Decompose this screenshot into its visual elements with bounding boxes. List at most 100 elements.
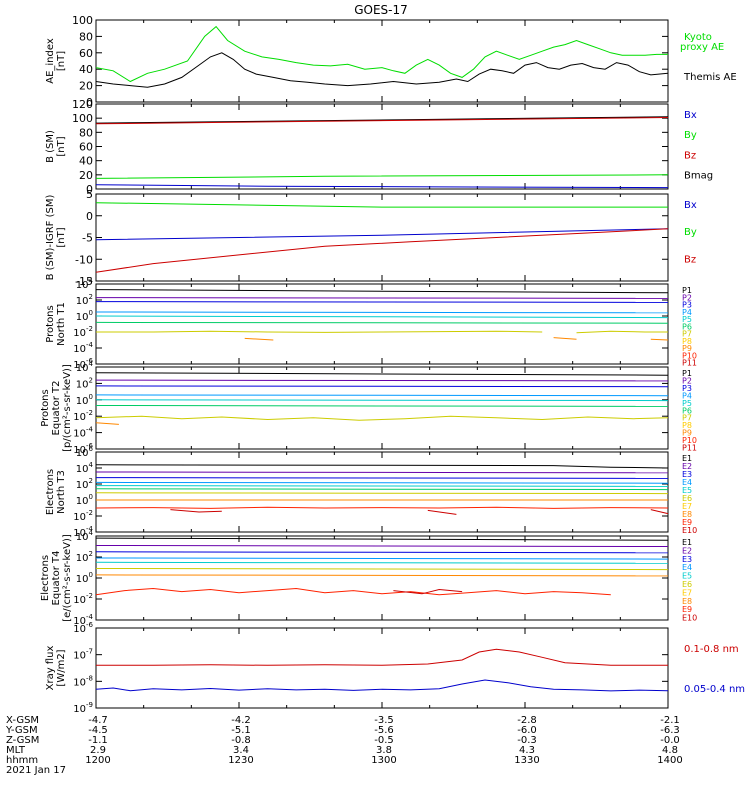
legend-label: P8	[682, 337, 692, 346]
y-tick-label: 10-6	[73, 621, 93, 635]
legend-label: P7	[682, 330, 692, 339]
panel-frame	[95, 283, 669, 365]
series-line	[95, 464, 669, 469]
y-axis-label: Xray flux[W/m2]	[45, 646, 67, 691]
legend-label: E4	[682, 563, 692, 572]
series-line	[244, 337, 274, 341]
series-line	[95, 379, 669, 382]
series-line	[650, 509, 669, 515]
footer-value: -0.0	[660, 735, 680, 746]
series-line	[95, 25, 668, 83]
y-tick-label: 100	[76, 309, 93, 323]
y-tick-label: 106	[76, 445, 94, 459]
footer-value: -4.5	[88, 725, 108, 736]
plot-title: GOES-17	[354, 3, 408, 17]
legend-label: proxy AE	[680, 42, 724, 53]
series-line	[95, 394, 669, 397]
legend-label: E4	[682, 478, 692, 487]
series-line	[576, 330, 668, 334]
y-tick-label: 104	[76, 529, 94, 543]
footer-value: -0.8	[231, 735, 251, 746]
legend-label: P2	[682, 376, 692, 385]
footer-value: 2.9	[90, 745, 106, 756]
series-line	[427, 509, 457, 515]
series-line	[95, 488, 669, 491]
legend-label: P1	[682, 286, 692, 295]
legend-label: Bmag	[684, 171, 713, 182]
series-line	[95, 184, 669, 189]
series-line	[95, 117, 669, 125]
footer-row-label: 2021 Jan 17	[6, 765, 66, 776]
y-tick-label: 10-7	[73, 648, 93, 662]
y-tick-label: 100	[76, 393, 93, 407]
legend-label: By	[684, 227, 697, 238]
y-tick-label: 10-2	[73, 509, 93, 523]
footer-value: -6.0	[517, 725, 537, 736]
y-tick-label: 102	[76, 293, 93, 307]
legend-label: E5	[682, 572, 692, 581]
series-line	[95, 415, 669, 421]
series-line	[95, 587, 611, 596]
footer-row-label: Y-GSM	[5, 725, 38, 736]
series-line	[95, 228, 669, 241]
legend-label: Bz	[684, 150, 696, 161]
y-tick-label: 10-2	[73, 592, 93, 606]
series-line	[95, 52, 669, 88]
legend-label: E3	[682, 470, 692, 479]
footer-value: 3.4	[233, 745, 249, 756]
legend-label: P2	[682, 293, 692, 302]
series-line	[95, 422, 119, 425]
legend-label: Themis AE	[683, 72, 737, 83]
y-tick-label: 60	[79, 47, 93, 60]
series-line	[170, 509, 222, 513]
legend-label: P3	[682, 384, 692, 393]
footer-value: -5.6	[374, 725, 394, 736]
footer-value: 1400	[657, 755, 682, 766]
y-tick-label: 120	[72, 98, 93, 111]
series-line	[95, 405, 669, 407]
series-line	[95, 202, 668, 208]
y-tick-label: 102	[76, 477, 93, 491]
series-line	[95, 561, 669, 564]
series-line	[95, 471, 669, 474]
panel-xray: 10-6 10-7 10-8 10-9 Xray flux[W/m2] 0.1-0.8 n…	[45, 621, 745, 715]
series-line	[95, 385, 669, 388]
footer-value: -4.7	[88, 715, 108, 726]
footer-value: -2.8	[517, 715, 537, 726]
legend-label: P10	[682, 351, 697, 360]
legend-label: E7	[682, 588, 692, 597]
y-tick-label: 80	[79, 126, 93, 139]
y-axis-label: ElectronsEquator T4[e/(cm²-s-sr-keV)]	[40, 534, 73, 622]
legend-label: P11	[682, 359, 697, 368]
legend-label: 0.1-0.8 nm	[684, 644, 739, 655]
footer-value: 4.8	[662, 745, 678, 756]
y-axis-label: ProtonsEquator T2[p/(cm²-s-sr-keV)]	[40, 364, 73, 452]
y-tick-label: 100	[72, 14, 93, 27]
y-tick-label: 0	[86, 183, 93, 196]
series-line	[96, 648, 668, 666]
footer-row-label: Z-GSM	[6, 735, 39, 746]
legend-label: 0.05-0.4 nm	[684, 684, 745, 695]
legend-label: E3	[682, 555, 692, 564]
series-line	[95, 568, 669, 571]
series-line	[650, 338, 669, 341]
legend-label: E6	[682, 494, 692, 503]
footer-row-label: MLT	[6, 745, 26, 756]
y-tick-label: 0	[86, 210, 93, 223]
legend-label: E2	[682, 462, 692, 471]
y-axis-label: ProtonsNorth T1	[45, 302, 67, 346]
series-line	[95, 492, 669, 495]
footer-value: -4.2	[231, 715, 251, 726]
footer-value: -0.5	[374, 735, 394, 746]
legend-label: E1	[682, 538, 692, 547]
series-line	[95, 372, 669, 376]
legend-label: E9	[682, 518, 692, 527]
y-tick-label: 102	[76, 550, 93, 564]
legend-label: P10	[682, 436, 697, 445]
y-tick-label: 104	[76, 277, 94, 291]
series-line	[95, 116, 669, 124]
panel-frame	[95, 19, 669, 103]
